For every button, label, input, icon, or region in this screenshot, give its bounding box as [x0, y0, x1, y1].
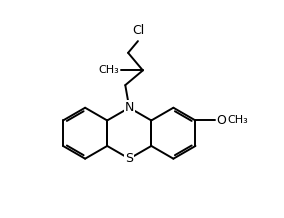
Text: O: O	[216, 114, 226, 127]
Text: N: N	[125, 101, 134, 114]
Text: CH₃: CH₃	[98, 65, 119, 75]
Text: S: S	[125, 152, 133, 165]
Text: Cl: Cl	[132, 24, 144, 37]
Text: CH₃: CH₃	[228, 116, 248, 126]
